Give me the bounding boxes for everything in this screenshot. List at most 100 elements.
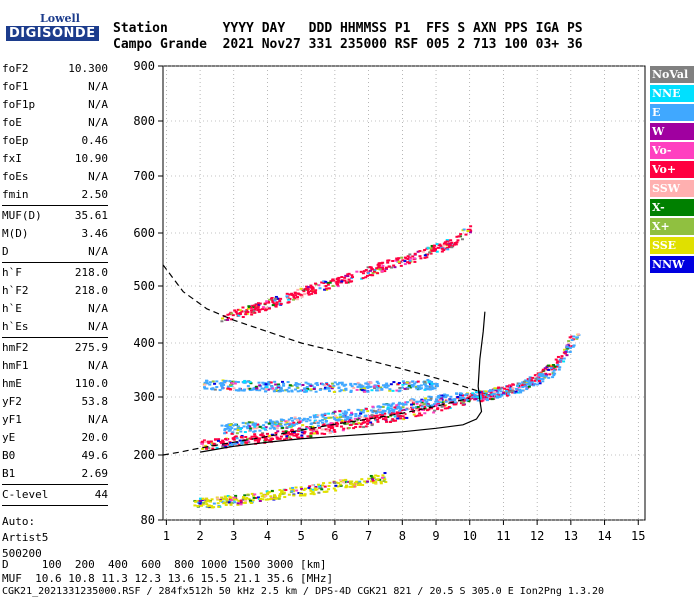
echo-point [428, 251, 432, 254]
echo-point [496, 392, 500, 395]
echo-point [388, 421, 392, 424]
echo-point [383, 472, 387, 475]
echo-point [372, 414, 376, 417]
echo-point [264, 390, 268, 393]
echo-point [429, 405, 433, 408]
echo-point [310, 288, 314, 291]
echo-point [423, 412, 427, 415]
echo-point [339, 389, 343, 392]
echo-point [421, 250, 425, 253]
echo-point [207, 442, 211, 445]
echo-point [443, 394, 447, 397]
echo-point [343, 422, 347, 425]
echo-point [341, 415, 345, 418]
echo-point [502, 391, 506, 394]
echo-point [321, 424, 325, 427]
param-value: N/A [88, 98, 108, 111]
echo-point [293, 416, 297, 419]
echo-point [205, 497, 209, 500]
echo-point [205, 381, 209, 384]
echo-point [370, 389, 374, 392]
param-name: fxI [2, 152, 22, 165]
echo-point [492, 397, 496, 400]
echo-point [556, 363, 560, 366]
echo-point [262, 387, 266, 390]
echo-point [461, 402, 465, 405]
echo-point [236, 381, 240, 384]
echo-point [440, 401, 444, 404]
echo-point [310, 292, 314, 295]
echo-point [418, 387, 422, 390]
echo-point [462, 400, 466, 403]
echo-point [381, 268, 385, 271]
echo-point [271, 299, 275, 302]
echo-point [367, 381, 371, 384]
echo-point [376, 418, 380, 421]
echo-point [371, 405, 375, 408]
echo-point [262, 495, 266, 498]
echo-point [259, 492, 263, 495]
echo-point [269, 495, 273, 498]
echo-point [331, 385, 335, 388]
echo-point [345, 281, 349, 284]
echo-point [322, 280, 326, 283]
echo-point [338, 381, 342, 384]
echo-point [525, 385, 529, 388]
echo-point [333, 481, 337, 484]
echo-point [366, 422, 370, 425]
echo-point [440, 250, 444, 253]
echo-point [416, 380, 420, 383]
echo-point [270, 424, 274, 427]
echo-point [370, 409, 374, 412]
param-row: yF2 53.8 [2, 393, 108, 411]
echo-point [337, 482, 341, 485]
echo-point [333, 381, 337, 384]
echo-point [470, 394, 474, 397]
echo-point [399, 264, 403, 267]
echo-point [226, 316, 230, 319]
echo-point [317, 426, 321, 429]
echo-point [361, 385, 365, 388]
echo-point [438, 397, 442, 400]
echo-point [508, 387, 512, 390]
echo-point [287, 390, 291, 393]
echo-point [309, 428, 313, 431]
echo-point [354, 383, 358, 386]
echo-point [371, 411, 375, 414]
echo-point [493, 391, 497, 394]
echo-point [264, 439, 268, 442]
echo-point [388, 388, 392, 391]
echo-point [410, 399, 414, 402]
echo-point [272, 297, 276, 300]
echo-point [455, 392, 459, 395]
echo-point [426, 404, 430, 407]
echo-point [430, 388, 434, 391]
echo-point [468, 231, 472, 234]
echo-point [467, 393, 471, 396]
echo-point [313, 487, 317, 490]
echo-point [339, 480, 343, 483]
echo-point [248, 500, 252, 503]
echo-point [258, 302, 262, 305]
echo-point [428, 388, 432, 391]
echo-point [298, 417, 302, 420]
echo-point [473, 393, 477, 396]
echo-point [295, 489, 299, 492]
echo-point [353, 482, 357, 485]
echo-point [560, 355, 564, 358]
echo-point [314, 282, 318, 285]
echo-point [443, 247, 447, 250]
echo-point [376, 478, 380, 481]
echo-point [254, 425, 258, 428]
digisonde-logo: Lowell DIGISONDE [2, 8, 102, 44]
echo-point [432, 403, 436, 406]
echo-point [320, 432, 324, 435]
echo-point [278, 437, 282, 440]
echo-point [229, 442, 233, 445]
echo-point [276, 437, 280, 440]
echo-point [243, 379, 247, 382]
echo-point [271, 300, 275, 303]
echo-point [374, 415, 378, 418]
echo-point [323, 384, 327, 387]
echo-point [229, 496, 233, 499]
